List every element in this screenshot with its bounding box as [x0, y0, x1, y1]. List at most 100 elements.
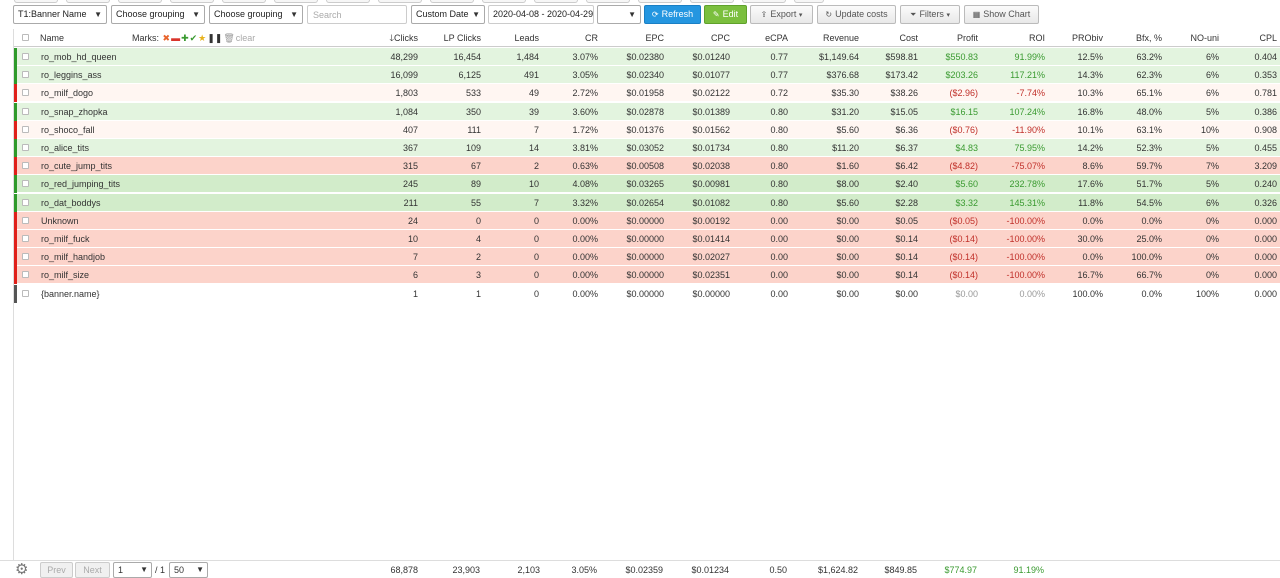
row-name[interactable]: ro_shoco_fall — [41, 124, 95, 135]
row-checkbox[interactable] — [22, 107, 29, 115]
table-row[interactable]: ro_milf_handjob 7 2 0 0.00% $0.00000 $0.02027 0… — [14, 248, 1280, 267]
col-ecpa[interactable]: eCPA — [765, 33, 788, 43]
col-cpc[interactable]: CPC — [710, 33, 730, 43]
row-name[interactable]: ro_cute_jump_tits — [41, 161, 113, 172]
cell-profit: $16.15 — [950, 106, 978, 117]
col-cr[interactable]: CR — [585, 33, 598, 43]
col-name[interactable]: Name — [40, 33, 65, 43]
clear-marks-link[interactable]: clear — [235, 33, 256, 43]
col-no-uni[interactable]: NO-uni — [1190, 33, 1219, 43]
cell-roi: -100.00% — [1006, 252, 1045, 263]
show-chart-button[interactable]: ▦ Show Chart — [964, 5, 1039, 24]
next-page-button[interactable]: Next — [75, 562, 110, 578]
page-select[interactable]: 1 ▼ — [113, 562, 152, 578]
table-row[interactable]: ro_milf_size 6 3 0 0.00% $0.00000 $0.02351 0.00… — [14, 266, 1280, 285]
gear-icon[interactable]: ⚙ — [15, 561, 29, 578]
row-name[interactable]: ro_milf_fuck — [41, 234, 90, 244]
table-row[interactable]: ro_mob_hd_queen 48,299 16,454 1,484 3.07% $0.… — [14, 48, 1280, 66]
cell-roi: 75.95% — [1014, 143, 1045, 153]
row-name[interactable]: ro_red_jumping_tits — [41, 179, 121, 190]
table-row[interactable]: ro_cute_jump_tits 315 67 2 0.63% $0.00508 $0.0… — [14, 157, 1280, 176]
prev-page-button[interactable]: Prev — [40, 562, 73, 578]
col-cpl[interactable]: CPL — [1259, 33, 1277, 43]
table-row[interactable]: ro_milf_fuck 10 4 0 0.00% $0.00000 $0.01414 0.0… — [14, 230, 1280, 248]
per-page-select[interactable]: 50 ▼ — [169, 562, 208, 578]
row-checkbox[interactable] — [22, 271, 29, 279]
row-name[interactable]: {banner.name} — [41, 288, 100, 299]
star-mark-icon[interactable]: ★ — [198, 33, 207, 43]
row-checkbox[interactable] — [22, 89, 29, 97]
table-row[interactable]: {banner.name} 1 1 0 0.00% $0.00000 $0.00000 0.0… — [14, 284, 1280, 303]
filters-button[interactable]: ⏷ Filters ▾ — [900, 5, 960, 24]
export-button[interactable]: ⇪ Export ▾ — [750, 5, 813, 24]
cell-rev: $0.00 — [836, 288, 859, 299]
row-checkbox[interactable] — [22, 144, 29, 151]
col-cost[interactable]: Cost — [899, 33, 918, 43]
col-bfx[interactable]: Bfx, % — [1135, 33, 1162, 43]
search-input[interactable] — [307, 5, 407, 24]
row-checkbox[interactable] — [22, 162, 29, 170]
row-checkbox[interactable] — [22, 198, 29, 206]
col-probiv[interactable]: PRObiv — [1071, 33, 1103, 43]
row-name[interactable]: ro_leggins_ass — [41, 70, 102, 81]
cell-profit: ($0.14) — [949, 252, 978, 263]
check-mark-icon[interactable]: ✔ — [189, 33, 198, 43]
update-costs-button[interactable]: ↻ Update costs — [817, 5, 896, 24]
extra-select[interactable]: ▼ — [597, 5, 641, 24]
row-name[interactable]: ro_milf_size — [41, 270, 90, 281]
row-checkbox[interactable] — [22, 289, 29, 297]
col-leads[interactable]: Leads — [514, 33, 539, 43]
col-roi[interactable]: ROI — [1028, 33, 1045, 43]
edit-button[interactable]: ✎ Edit — [704, 5, 747, 24]
row-name[interactable]: ro_milf_dogo — [41, 88, 94, 99]
refresh-button[interactable]: ⟳ Refresh — [644, 5, 701, 24]
table-row[interactable]: ro_shoco_fall 407 111 7 1.72% $0.01376 $0.0156… — [14, 120, 1280, 139]
row-checkbox[interactable] — [22, 71, 29, 79]
row-checkbox[interactable] — [22, 53, 29, 60]
col-profit[interactable]: Profit — [956, 33, 978, 43]
select-all-checkbox[interactable] — [22, 34, 29, 41]
row-checkbox[interactable] — [22, 125, 29, 133]
grouping-select-1[interactable]: T1:Banner Name ▼ — [13, 5, 107, 24]
table-row[interactable]: ro_dat_boddys 211 55 7 3.32% $0.02654 $0.01082… — [14, 193, 1280, 212]
col-epc[interactable]: EPC — [645, 33, 664, 43]
grouping-select-3[interactable]: Choose grouping ▼ — [209, 5, 303, 24]
row-name[interactable]: ro_mob_hd_queen — [41, 52, 117, 62]
row-checkbox[interactable] — [22, 216, 29, 224]
minus-mark-icon[interactable]: ▬ — [171, 33, 181, 43]
cross-mark-icon[interactable]: ✖ — [162, 33, 171, 43]
cell-bfx: 54.5% — [1136, 197, 1162, 208]
row-checkbox[interactable] — [22, 235, 29, 242]
cell-nouni: 6% — [1205, 197, 1219, 208]
row-name[interactable]: ro_snap_zhopka — [41, 106, 108, 117]
row-status-strip — [14, 84, 17, 103]
cell-profit: ($0.14) — [949, 234, 978, 244]
table-row[interactable]: ro_leggins_ass 16,099 6,125 491 3.05% $0.0234… — [14, 66, 1280, 85]
grouping-select-2[interactable]: Choose grouping ▼ — [111, 5, 205, 24]
row-name[interactable]: ro_alice_tits — [41, 143, 90, 153]
refresh-icon: ↻ — [825, 10, 833, 19]
col-clicks[interactable]: 🡓Clicks — [354, 29, 418, 47]
row-checkbox[interactable] — [22, 253, 29, 261]
cell-cpl: 0.000 — [1254, 215, 1277, 226]
trash-icon[interactable]: 🗑 — [223, 33, 235, 43]
cell-epc: $0.03265 — [626, 179, 664, 190]
row-name[interactable]: ro_milf_handjob — [41, 252, 106, 263]
table-row[interactable]: ro_snap_zhopka 1,084 350 39 3.60% $0.02878 $0.… — [14, 102, 1280, 121]
plus-mark-icon[interactable]: ✚ — [181, 33, 189, 43]
pause-mark-icon[interactable]: ❚❚ — [207, 33, 223, 43]
refresh-label: Refresh — [661, 9, 694, 19]
table-row[interactable]: ro_alice_tits 367 109 14 3.81% $0.03052 $0.017… — [14, 139, 1280, 157]
cell-profit: ($0.76) — [949, 124, 978, 135]
date-mode-select[interactable]: Custom Date ▼ — [411, 5, 485, 24]
row-name[interactable]: Unknown — [41, 215, 79, 226]
table-row[interactable]: Unknown 24 0 0 0.00% $0.00000 $0.00192 0.00 $0.0… — [14, 211, 1280, 230]
table-row[interactable]: ro_red_jumping_tits 245 89 10 4.08% $0.03265 $… — [14, 175, 1280, 194]
row-checkbox[interactable] — [22, 180, 29, 188]
total-roi: 91.19% — [1013, 565, 1044, 575]
col-revenue[interactable]: Revenue — [822, 33, 859, 43]
table-row[interactable]: ro_milf_dogo 1,803 533 49 2.72% $0.01958 $0.02… — [14, 84, 1280, 103]
date-range-input[interactable]: 2020-04-08 - 2020-04-29 — [488, 5, 594, 24]
col-lp-clicks[interactable]: LP Clicks — [443, 33, 481, 43]
row-name[interactable]: ro_dat_boddys — [41, 197, 101, 208]
